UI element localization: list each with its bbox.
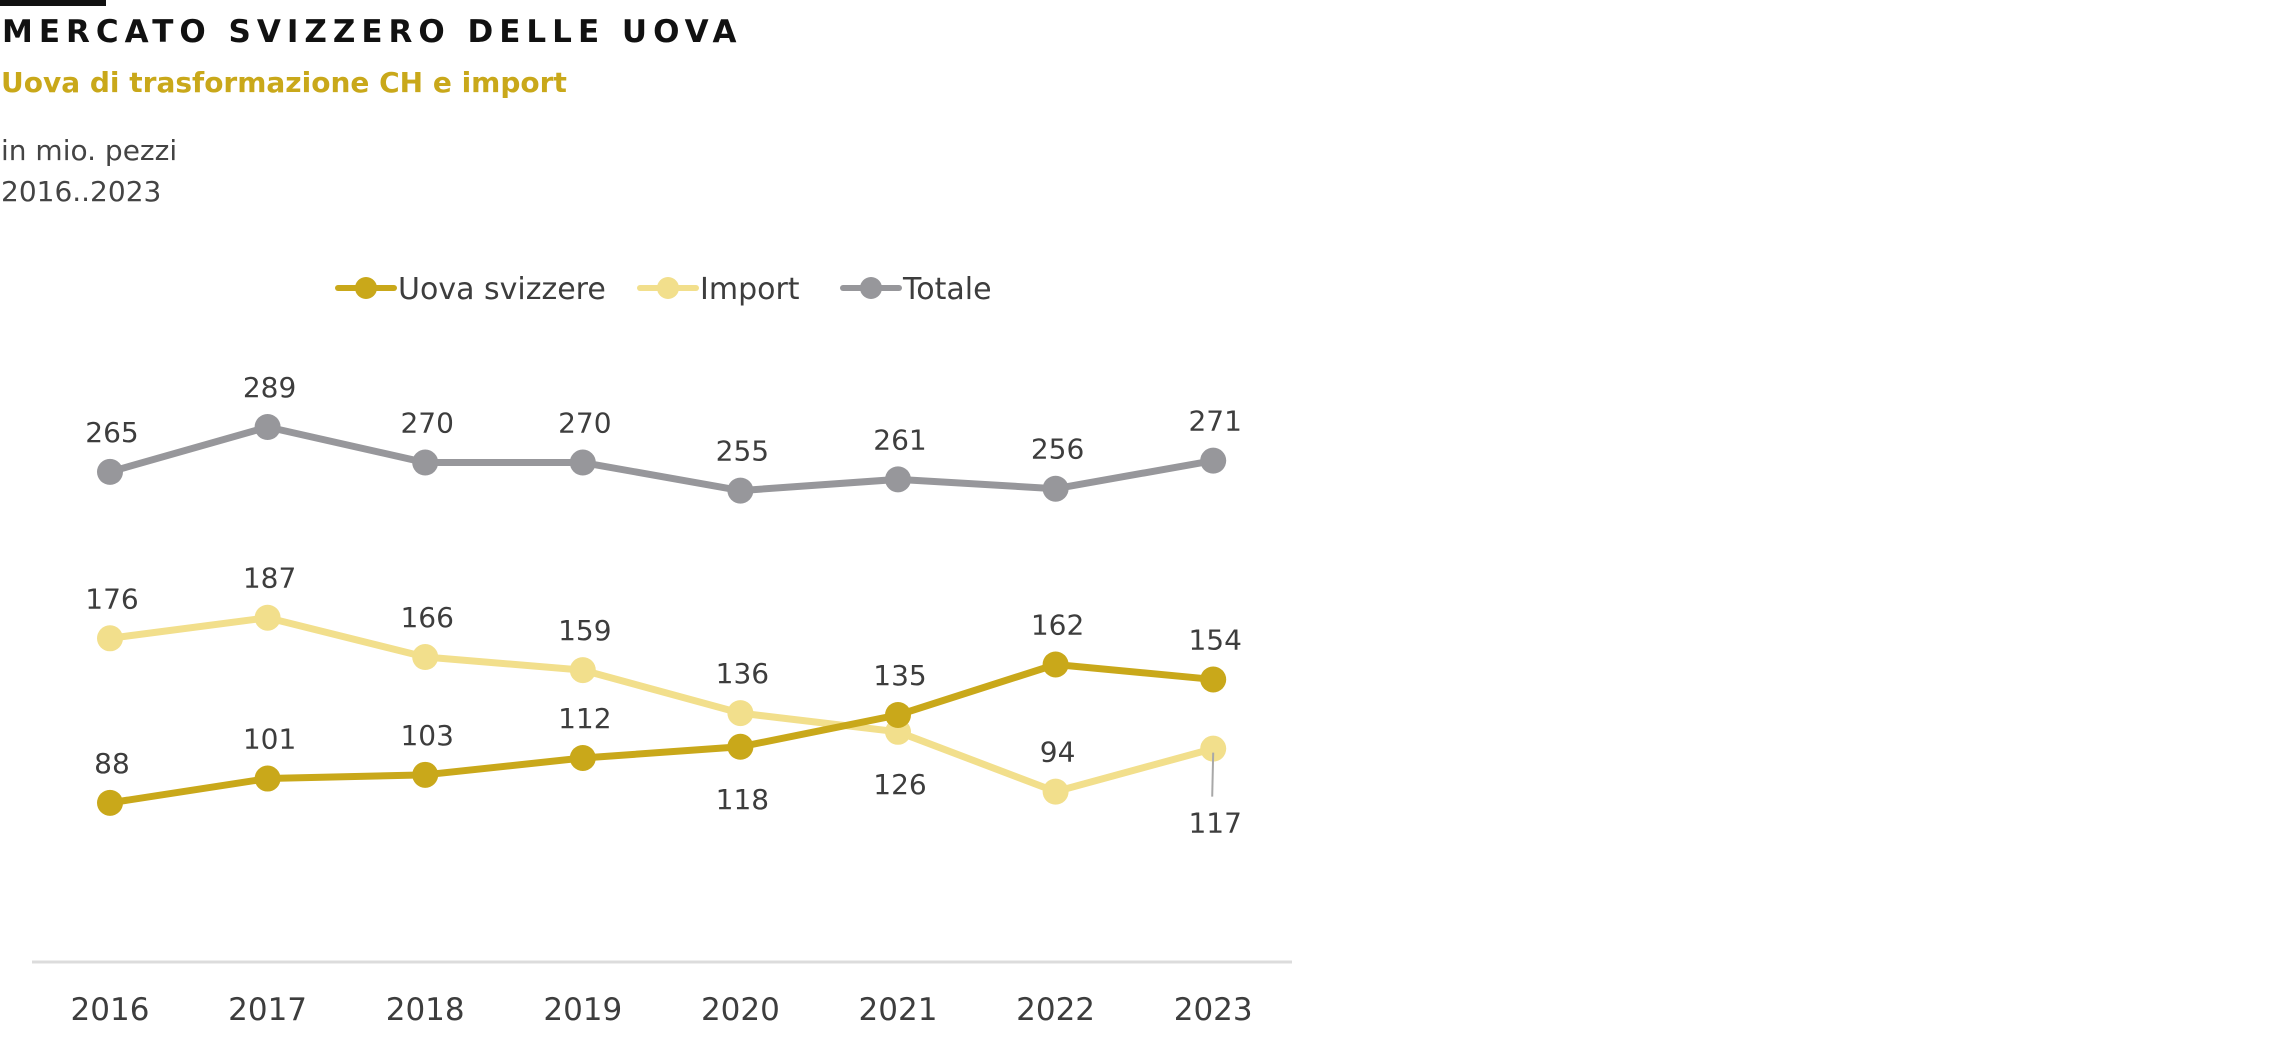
- x-tick-label-2022: 2022: [1016, 992, 1095, 1028]
- x-tick-label-2016: 2016: [71, 992, 150, 1028]
- data-point-totale-2021: [885, 466, 911, 493]
- data-point-uova-svizzere-2021: [885, 701, 911, 728]
- series-uova-svizzere: [97, 651, 1227, 816]
- data-point-totale-2019: [569, 449, 596, 476]
- data-point-uova-svizzere-2017: [254, 765, 281, 792]
- legend-item-totale: Totale: [840, 272, 992, 307]
- data-point-totale-2020: [727, 477, 754, 504]
- period-label: 2016..2023: [1, 175, 162, 208]
- unit-label: in mio. pezzi: [1, 134, 178, 167]
- data-point-totale-2016: [97, 458, 123, 485]
- data-label-totale-2019: 270: [558, 407, 611, 440]
- data-label-import-2016: 176: [85, 582, 138, 615]
- x-tick-label-2018: 2018: [386, 992, 465, 1028]
- leader-line-import-2023: [1211, 752, 1215, 797]
- series-line-uova-svizzere: [109, 660, 1214, 807]
- series-line-totale: [109, 423, 1214, 495]
- data-label-import-2018: 166: [400, 601, 453, 634]
- data-label-totale-2016: 265: [85, 416, 138, 449]
- data-point-uova-svizzere-2019: [569, 744, 596, 771]
- data-label-totale-2022: 256: [1031, 433, 1084, 466]
- data-label-import-2020: 136: [716, 657, 769, 690]
- data-point-import-2018: [412, 644, 439, 671]
- series-line-import: [109, 614, 1215, 796]
- series-group: [97, 414, 1227, 816]
- data-label-totale-2020: 255: [716, 435, 769, 468]
- data-point-uova-svizzere-2016: [97, 789, 123, 816]
- data-point-import-2023: [1200, 735, 1227, 762]
- data-label-uova-svizzere-2016: 88: [94, 747, 130, 780]
- legend-dot-marker-icon: [860, 277, 882, 299]
- data-point-totale-2017: [254, 414, 281, 440]
- legend-label: Totale: [902, 272, 992, 307]
- legend: Uova svizzere Import Totale: [335, 272, 992, 307]
- data-point-totale-2018: [412, 449, 439, 476]
- data-point-import-2019: [569, 657, 596, 684]
- legend-label: Import: [700, 272, 800, 307]
- data-label-totale-2023: 271: [1188, 405, 1241, 438]
- data-point-import-2022: [1042, 778, 1069, 805]
- data-label-uova-svizzere-2023: 154: [1188, 623, 1241, 656]
- title-accent-bar: [0, 0, 106, 6]
- x-tick-label-2017: 2017: [228, 992, 307, 1028]
- data-point-import-2017: [254, 604, 281, 631]
- data-label-import-2022: 94: [1040, 736, 1076, 769]
- data-point-uova-svizzere-2018: [412, 761, 439, 788]
- legend-item-import: Import: [637, 272, 800, 307]
- data-label-uova-svizzere-2019: 112: [558, 702, 611, 735]
- data-label-totale-2017: 289: [243, 371, 296, 404]
- data-point-uova-svizzere-2023: [1200, 666, 1227, 693]
- x-tick-label-2023: 2023: [1174, 992, 1253, 1028]
- data-label-import-2023: 117: [1188, 807, 1241, 840]
- data-point-totale-2022: [1042, 475, 1069, 502]
- x-axis-ticks: 2016 2017 2018 2019 2020 2021 2022 2023: [71, 992, 1253, 1028]
- legend-dot-marker-icon: [355, 277, 377, 299]
- data-label-import-2021: 126: [873, 768, 926, 801]
- legend-label: Uova svizzere: [398, 272, 606, 307]
- data-point-totale-2023: [1200, 447, 1227, 474]
- legend-item-uova-svizzere: Uova svizzere: [335, 272, 606, 307]
- data-label-import-2017: 187: [243, 562, 296, 595]
- x-tick-label-2019: 2019: [543, 992, 622, 1028]
- data-label-totale-2021: 261: [873, 423, 926, 456]
- legend-dot-marker-icon: [657, 277, 679, 299]
- data-point-import-2020: [727, 700, 754, 727]
- data-label-uova-svizzere-2017: 101: [243, 723, 296, 756]
- data-label-totale-2018: 270: [400, 407, 453, 440]
- data-point-uova-svizzere-2020: [727, 733, 754, 760]
- chart-subtitle: Uova di trasformazione CH e import: [1, 66, 567, 99]
- data-label-uova-svizzere-2020: 118: [716, 783, 769, 816]
- data-label-uova-svizzere-2021: 135: [873, 659, 926, 692]
- data-label-import-2019: 159: [558, 614, 611, 647]
- series-totale: [97, 414, 1227, 504]
- data-labels: 88 101 103 112 118 135 162 154 176 187 166 159 136 12…: [85, 371, 1242, 840]
- x-tick-label-2020: 2020: [701, 992, 780, 1028]
- chart-title: MERCATO SVIZZERO DELLE UOVA: [2, 14, 743, 50]
- data-point-import-2016: [97, 625, 123, 652]
- x-tick-label-2021: 2021: [859, 992, 938, 1028]
- data-label-uova-svizzere-2022: 162: [1031, 608, 1084, 641]
- data-label-uova-svizzere-2018: 103: [400, 719, 453, 752]
- data-point-uova-svizzere-2022: [1042, 651, 1069, 678]
